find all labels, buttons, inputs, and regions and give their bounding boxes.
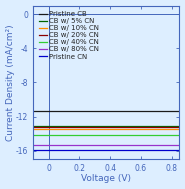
CB w/ 40% CN — [90, 134, 92, 136]
Pristine CN — [50, 149, 52, 151]
Pristine CN — [178, 149, 181, 151]
CB w/ 40% CN — [138, 134, 141, 136]
CB w/ 20% CN — [178, 126, 181, 128]
CB w/ 80% CN — [138, 143, 140, 146]
Pristine CB — [178, 110, 181, 112]
Pristine CB — [124, 110, 126, 112]
CB w/ 5% CN — [178, 125, 181, 127]
CB w/ 20% CN — [138, 126, 141, 128]
CB w/ 80% CN — [80, 143, 82, 146]
CB w/ 10% CN — [138, 128, 140, 130]
CB w/ 10% CN — [50, 128, 52, 130]
CB w/ 5% CN — [124, 125, 126, 127]
Pristine CN — [32, 149, 34, 151]
Pristine CN — [138, 149, 140, 151]
Pristine CN — [80, 149, 82, 151]
CB w/ 40% CN — [32, 134, 34, 136]
Pristine CB — [138, 110, 141, 112]
Y-axis label: Current Density (mA/cm²): Current Density (mA/cm²) — [6, 24, 15, 141]
CB w/ 20% CN — [138, 126, 140, 128]
CB w/ 20% CN — [90, 126, 92, 128]
CB w/ 20% CN — [50, 126, 52, 128]
CB w/ 80% CN — [50, 143, 52, 146]
CB w/ 20% CN — [32, 126, 34, 128]
CB w/ 10% CN — [90, 128, 92, 130]
Pristine CN — [90, 149, 92, 151]
CB w/ 5% CN — [138, 125, 141, 127]
CB w/ 80% CN — [32, 143, 34, 146]
CB w/ 5% CN — [90, 125, 92, 127]
CB w/ 80% CN — [178, 143, 181, 146]
CB w/ 40% CN — [50, 134, 52, 136]
CB w/ 40% CN — [124, 134, 126, 136]
Legend: Pristine CB, CB w/ 5% CN, CB w/ 10% CN, CB w/ 20% CN, CB w/ 40% CN, CB w/ 80% CN: Pristine CB, CB w/ 5% CN, CB w/ 10% CN, … — [38, 11, 100, 60]
CB w/ 10% CN — [80, 128, 82, 130]
CB w/ 80% CN — [138, 143, 141, 146]
CB w/ 5% CN — [138, 125, 140, 127]
CB w/ 5% CN — [32, 125, 34, 127]
CB w/ 80% CN — [90, 143, 92, 146]
Pristine CB — [80, 110, 82, 112]
CB w/ 5% CN — [80, 125, 82, 127]
CB w/ 5% CN — [50, 125, 52, 127]
CB w/ 40% CN — [138, 134, 140, 136]
Pristine CB — [50, 110, 52, 112]
CB w/ 20% CN — [124, 126, 126, 128]
CB w/ 10% CN — [138, 128, 141, 130]
Pristine CB — [32, 110, 34, 112]
CB w/ 20% CN — [80, 126, 82, 128]
Pristine CN — [138, 149, 141, 151]
Pristine CB — [138, 110, 140, 112]
Pristine CN — [124, 149, 126, 151]
CB w/ 40% CN — [178, 134, 181, 136]
Pristine CB — [90, 110, 92, 112]
CB w/ 10% CN — [124, 128, 126, 130]
CB w/ 10% CN — [178, 128, 181, 130]
X-axis label: Voltage (V): Voltage (V) — [81, 174, 131, 184]
CB w/ 40% CN — [80, 134, 82, 136]
CB w/ 80% CN — [124, 143, 126, 146]
CB w/ 10% CN — [32, 128, 34, 130]
